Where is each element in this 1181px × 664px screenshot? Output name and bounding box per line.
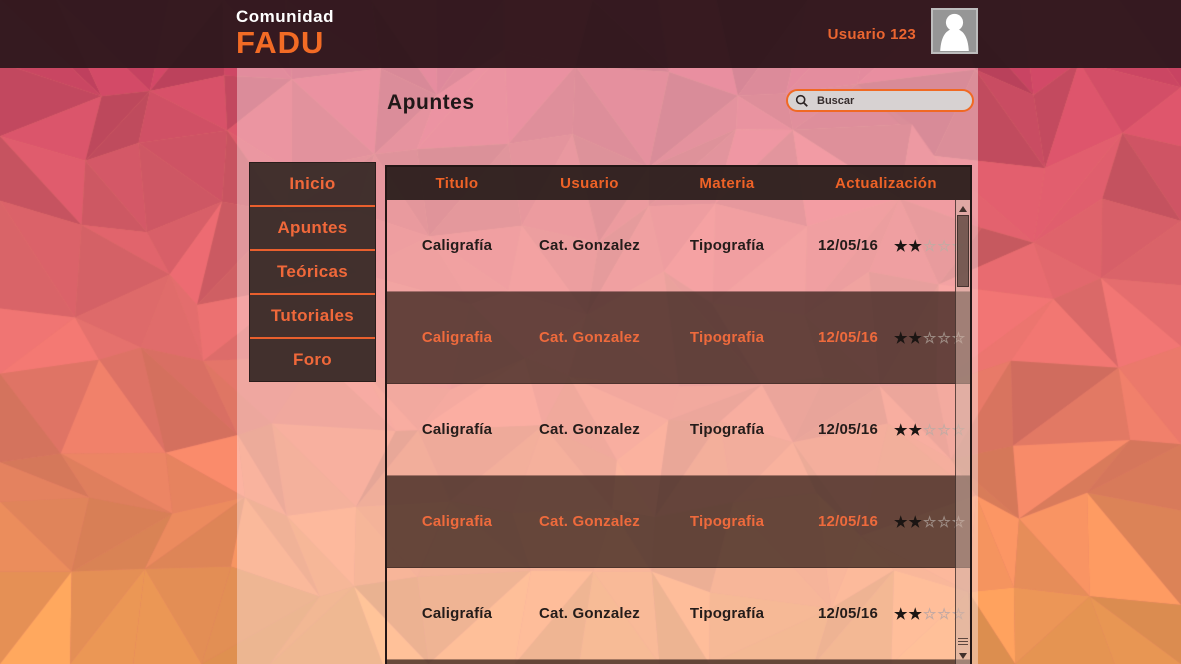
- cell-date: 12/05/16: [818, 329, 878, 346]
- cell-subject: Tipografía: [689, 421, 765, 438]
- cell-updated: 12/05/16 ★★☆☆☆: [802, 605, 970, 623]
- cell-user: Cat. Gonzalez: [539, 237, 640, 254]
- search-bar[interactable]: [786, 89, 974, 112]
- sidebar-item-foro[interactable]: Foro: [293, 350, 332, 369]
- cell-user: Cat. Gonzalez: [539, 421, 640, 438]
- sidebar-nav: Inicio Apuntes Teóricas Tutoriales Foro: [249, 162, 376, 382]
- cell-subject: Tipografia: [689, 329, 765, 346]
- arrow-up-icon: [959, 205, 967, 212]
- column-header-titulo: Titulo: [435, 175, 479, 192]
- table-row[interactable]: Caligrafía Cat. Gonzalez Tipografía 12/0…: [387, 384, 970, 476]
- brand-logo[interactable]: Comunidad FADU: [236, 8, 334, 58]
- cell-date: 12/05/16: [818, 605, 878, 622]
- cell-updated: 12/05/16 ★★☆☆☆: [802, 421, 970, 439]
- person-silhouette-icon: [940, 13, 969, 52]
- search-input[interactable]: [815, 93, 949, 108]
- cell-title: Caligrafía: [421, 421, 493, 438]
- table-body: Caligrafía Cat. Gonzalez Tipografía 12/0…: [387, 200, 970, 664]
- column-header-materia: Materia: [699, 175, 755, 192]
- notes-table: Titulo Usuario Materia Actualización Cal…: [385, 165, 972, 664]
- username-label: Usuario 123: [827, 26, 916, 43]
- sidebar-item-teoricas[interactable]: Teóricas: [250, 251, 375, 295]
- sidebar-item-apuntes[interactable]: Apuntes: [250, 207, 375, 251]
- cell-title: Caligrafía: [421, 605, 493, 622]
- sidebar-item-tutoriales[interactable]: Tutoriales: [250, 295, 375, 339]
- brand-line2: FADU: [236, 25, 325, 60]
- column-header-actualizacion: Actualización: [835, 175, 937, 192]
- table-header-row: Titulo Usuario Materia Actualización: [387, 167, 970, 200]
- cell-title: Caligrafia: [421, 513, 493, 530]
- table-row[interactable]: Caligrafia Cat. Gonzalez Tipografia 12/0…: [387, 292, 970, 384]
- cell-title: Caligrafía: [421, 237, 493, 254]
- scroll-down-button[interactable]: [956, 649, 970, 662]
- brand-line1: Comunidad: [236, 7, 334, 26]
- scroll-up-button[interactable]: [956, 202, 970, 215]
- cell-subject: Tipografía: [689, 605, 765, 622]
- table-row[interactable]: Caligrafia Cat. Gonzalez Tipografia 12/0…: [387, 660, 970, 664]
- arrow-down-icon: [959, 652, 967, 659]
- rating-stars: ★★☆☆☆: [894, 237, 967, 255]
- rating-stars: ★★☆☆☆: [894, 513, 967, 531]
- cell-subject: Tipografía: [689, 237, 765, 254]
- page-title: Apuntes: [387, 91, 475, 114]
- scrollbar-grip: [958, 636, 968, 647]
- cell-user: Cat. Gonzalez: [539, 513, 640, 530]
- cell-date: 12/05/16: [818, 513, 878, 530]
- cell-date: 12/05/16: [818, 421, 878, 438]
- column-header-usuario: Usuario: [560, 175, 619, 192]
- cell-user: Cat. Gonzalez: [539, 605, 640, 622]
- table-row[interactable]: Caligrafia Cat. Gonzalez Tipografia 12/0…: [387, 476, 970, 568]
- cell-updated: 12/05/16 ★★☆☆☆: [802, 513, 970, 531]
- user-avatar[interactable]: [931, 8, 978, 54]
- cell-user: Cat. Gonzalez: [539, 329, 640, 346]
- rating-stars: ★★☆☆☆: [894, 605, 967, 623]
- cell-updated: 12/05/16 ★★☆☆☆: [802, 329, 970, 347]
- cell-subject: Tipografia: [689, 513, 765, 530]
- search-icon: [795, 94, 808, 107]
- rating-stars: ★★☆☆☆: [894, 421, 967, 439]
- cell-date: 12/05/16: [818, 237, 878, 254]
- scrollbar-thumb[interactable]: [957, 215, 969, 287]
- cell-updated: 12/05/16 ★★☆☆☆: [802, 237, 970, 255]
- cell-title: Caligrafia: [421, 329, 493, 346]
- sidebar-item-inicio[interactable]: Inicio: [250, 163, 375, 207]
- table-row[interactable]: Caligrafía Cat. Gonzalez Tipografía 12/0…: [387, 568, 970, 660]
- rating-stars: ★★☆☆☆: [894, 329, 967, 347]
- top-bar: Comunidad FADU Usuario 123: [0, 0, 1181, 68]
- table-scrollbar[interactable]: [955, 200, 970, 664]
- table-row[interactable]: Caligrafía Cat. Gonzalez Tipografía 12/0…: [387, 200, 970, 292]
